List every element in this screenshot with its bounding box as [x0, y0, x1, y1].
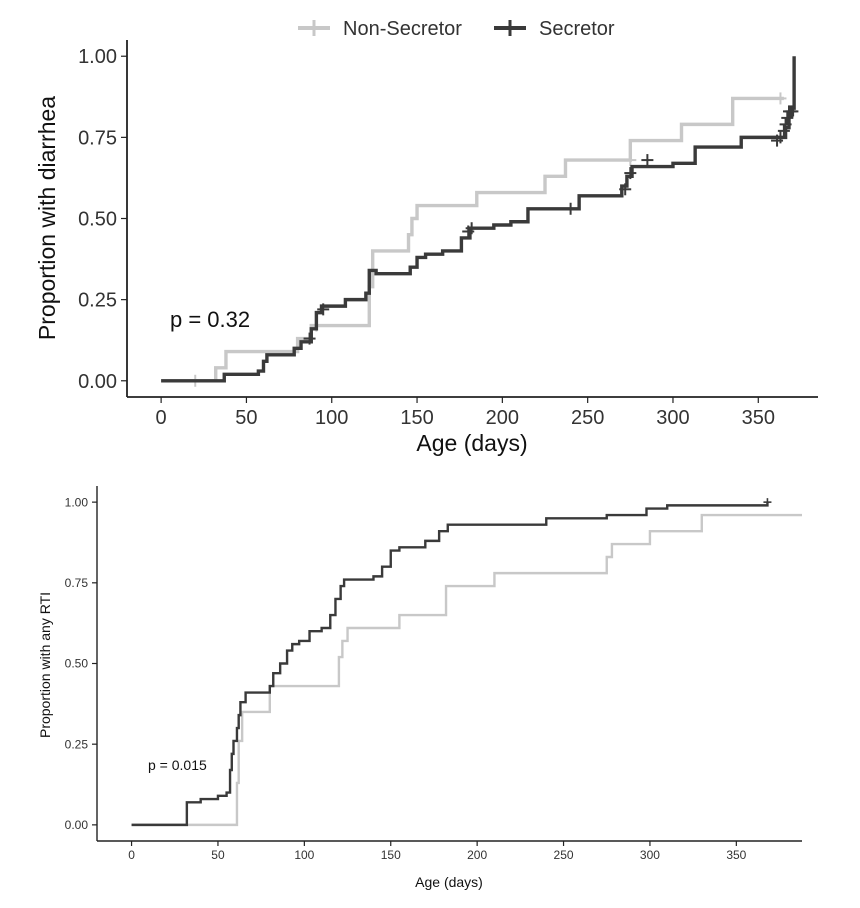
rti-y-tick-label: 0.50: [65, 657, 89, 671]
rti-x-tick-label: 350: [726, 848, 746, 862]
diarrhea-plot: 0.00 0.25 0.50 0.75 1.00 0 50 100 150 200 250 300 3…: [34, 40, 818, 456]
legend-item-secretor: Secretor: [494, 18, 615, 40]
rti-p-value: p = 0.015: [148, 757, 207, 773]
diarrhea-series-secretor: [161, 56, 796, 383]
diarrhea-censor-mark-secretor: [786, 105, 799, 118]
rti-series-secretor: [131, 502, 769, 827]
diarrhea-censor-mark-secretor: [777, 124, 790, 137]
diarrhea-x-tick-label: 100: [315, 407, 348, 429]
diarrhea-series-non-secretor: [161, 96, 784, 383]
diarrhea-y-tick-label: 1.00: [78, 46, 117, 68]
diarrhea-censor-mark-secretor: [781, 111, 794, 124]
diarrhea-y-tick-label: 0.25: [78, 290, 117, 312]
diarrhea-x-tick-label: 300: [656, 407, 689, 429]
rti-y-tick-label: 0.25: [65, 737, 89, 751]
diarrhea-x-axis-title: Age (days): [416, 430, 527, 456]
rti-x-tick-label: 0: [128, 848, 135, 862]
rti-x-tick-label: 100: [294, 848, 314, 862]
rti-y-tick-label: 1.00: [65, 495, 89, 509]
legend-label-secretor: Secretor: [539, 18, 615, 40]
rti-x-ticks: 0 50 100 150 200 250 300 350: [128, 841, 747, 862]
diarrhea-censor-mark-secretor: [774, 131, 787, 144]
legend: Non-Secretor Secretor: [298, 18, 615, 40]
diarrhea-censor-mark-secretor: [619, 183, 632, 196]
rti-y-tick-label: 0.75: [65, 576, 89, 590]
rti-y-tick-label: 0.00: [65, 818, 89, 832]
diarrhea-censor-mark-secretor: [641, 154, 654, 167]
rti-y-axis-title: Proportion with any RTI: [37, 592, 53, 738]
diarrhea-censor-mark-non-secretor: [624, 154, 637, 167]
rti-x-tick-label: 200: [467, 848, 487, 862]
diarrhea-censor-mark-secretor: [465, 222, 478, 235]
diarrhea-x-tick-label: 150: [400, 407, 433, 429]
diarrhea-y-tick-label: 0.00: [78, 371, 117, 393]
diarrhea-censor-mark-secretor: [564, 202, 577, 215]
diarrhea-censor-mark-secretor: [624, 167, 637, 180]
diarrhea-x-tick-label: 350: [742, 407, 775, 429]
diarrhea-censor-mark-secretor: [317, 303, 330, 316]
diarrhea-x-tick-label: 200: [486, 407, 519, 429]
rti-x-tick-label: 150: [381, 848, 401, 862]
diarrhea-y-axis-title: Proportion with diarrhea: [34, 96, 60, 340]
diarrhea-censor-mark-secretor: [303, 332, 316, 345]
legend-label-non-secretor: Non-Secretor: [343, 18, 462, 40]
diarrhea-y-tick-label: 0.50: [78, 209, 117, 231]
legend-item-non-secretor: Non-Secretor: [298, 18, 462, 40]
rti-x-tick-label: 250: [554, 848, 574, 862]
diarrhea-x-ticks: 0 50 100 150 200 250 300 350: [156, 397, 775, 429]
diarrhea-y-ticks: 0.00 0.25 0.50 0.75 1.00: [78, 46, 127, 393]
diarrhea-x-tick-label: 250: [571, 407, 604, 429]
rti-y-ticks: 0.00 0.25 0.50 0.75 1.00: [65, 495, 97, 832]
diarrhea-x-tick-label: 50: [235, 407, 257, 429]
rti-plot: 0.00 0.25 0.50 0.75 1.00 0 50 100 150 200 250 300 3…: [37, 486, 802, 890]
rti-x-axis-title: Age (days): [415, 874, 483, 890]
rti-censor-mark-secretor: [763, 498, 772, 507]
diarrhea-censor-mark-secretor: [779, 118, 792, 131]
rti-x-tick-label: 300: [640, 848, 660, 862]
rti-series-non-secretor: [131, 513, 802, 827]
diarrhea-x-tick-label: 0: [156, 407, 167, 429]
rti-x-tick-label: 50: [211, 848, 225, 862]
rti-series: [131, 498, 802, 827]
diarrhea-y-tick-label: 0.75: [78, 127, 117, 149]
diarrhea-series: [161, 56, 799, 387]
diarrhea-p-value: p = 0.32: [170, 307, 250, 332]
diarrhea-censor-mark-non-secretor: [774, 92, 787, 105]
